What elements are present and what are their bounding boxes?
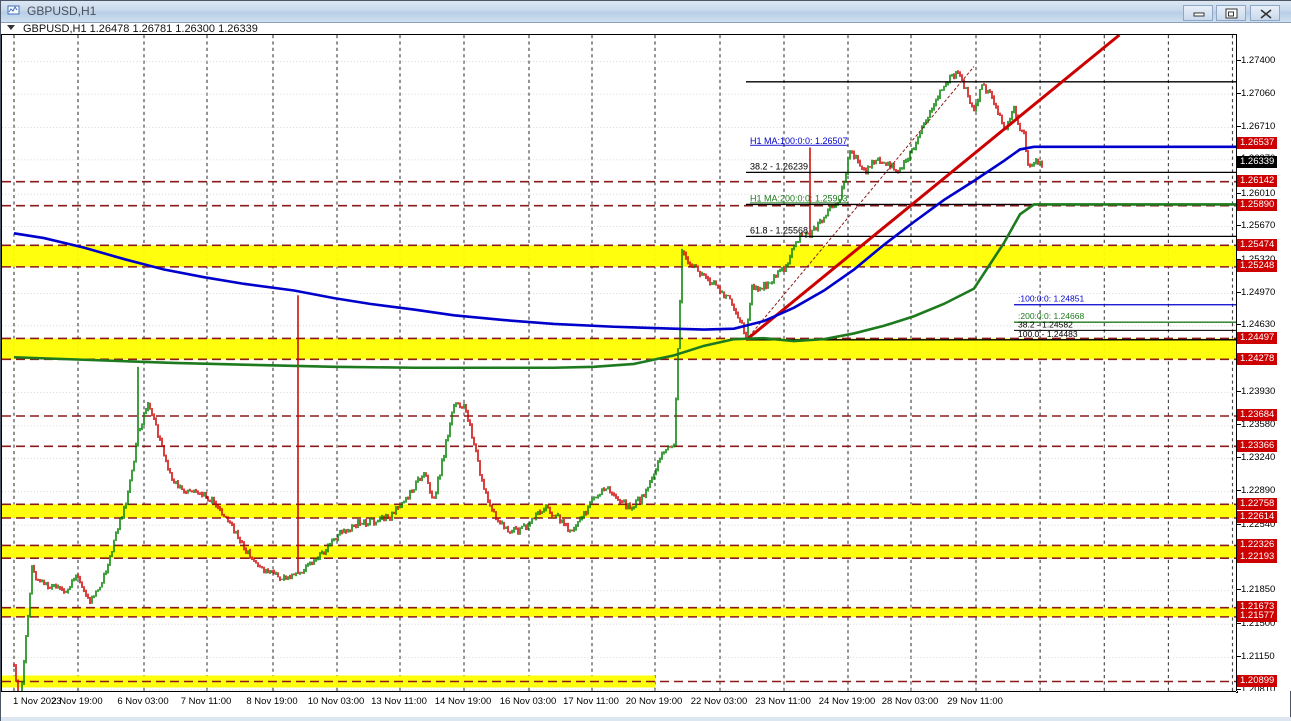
- svg-text:H1 MA:200:0:0: 1.25903: H1 MA:200:0:0: 1.25903: [750, 193, 848, 203]
- svg-text:61.8 - 1.25568: 61.8 - 1.25568: [750, 225, 808, 235]
- svg-text:H1 MA:100:0:0: 1.26507: H1 MA:100:0:0: 1.26507: [750, 136, 848, 146]
- svg-text:38.2 - 1.24582: 38.2 - 1.24582: [1018, 319, 1073, 329]
- svg-text:38.2 - 1.26239: 38.2 - 1.26239: [750, 161, 808, 171]
- svg-text::100:0:0: 1.24851: :100:0:0: 1.24851: [1018, 294, 1084, 304]
- svg-text:100.0 - 1.24483: 100.0 - 1.24483: [1018, 329, 1078, 339]
- svg-text::200:0:0: 1.24668: :200:0:0: 1.24668: [1018, 311, 1084, 321]
